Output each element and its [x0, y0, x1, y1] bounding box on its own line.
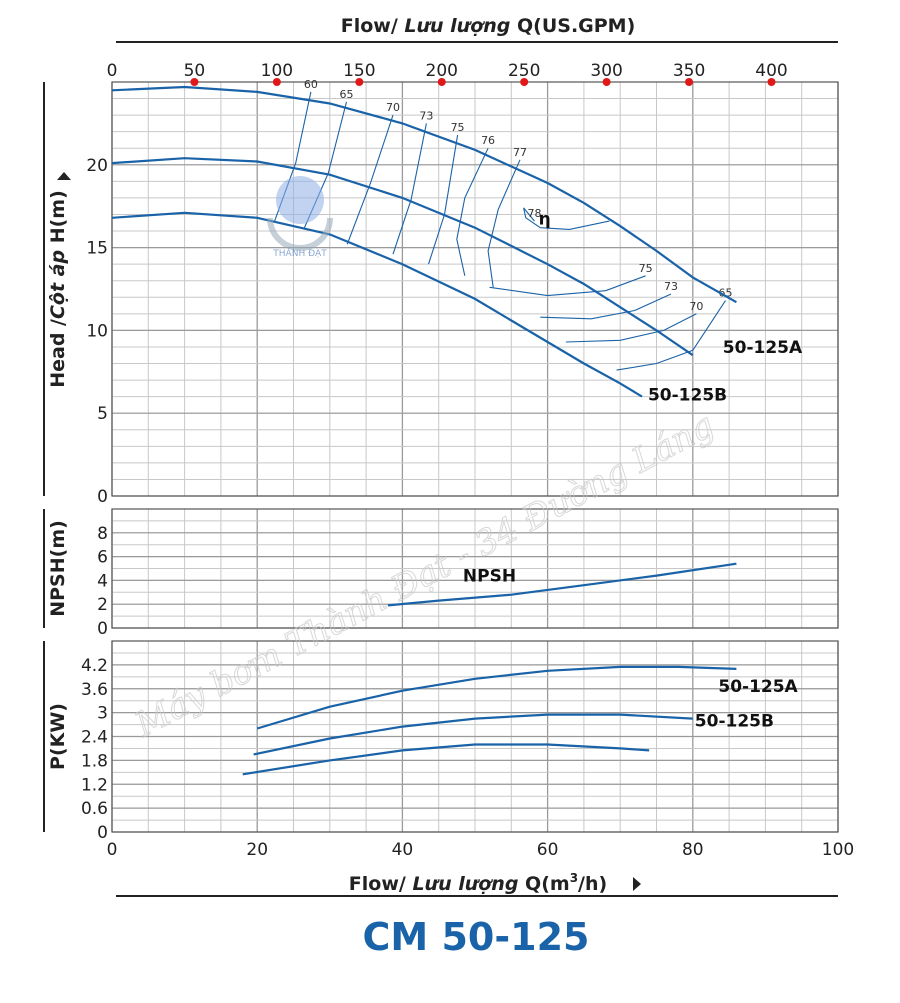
x-tick-label: 60 — [537, 840, 559, 860]
series-line — [242, 743, 650, 776]
logo-text: THÀNH ĐẠT — [272, 247, 327, 259]
y-tick-label: 2.4 — [81, 728, 108, 748]
y-tick-label: 5 — [97, 404, 108, 424]
arrow-right-icon — [633, 877, 641, 891]
eta-label: η — [539, 209, 551, 229]
y-tick-label: 0 — [97, 823, 108, 843]
efficiency-contour — [392, 123, 427, 255]
panel-head: 0 5 10 15 20 Head /Cột áp H(m) 0 50 100 150 200 250… — [43, 61, 839, 507]
series-label: 50-125A — [723, 338, 803, 358]
efficiency-label: 78 — [528, 207, 542, 220]
y-tick-label: 0 — [97, 487, 108, 507]
series-line — [111, 85, 737, 304]
y-tick-label: 4.2 — [81, 656, 108, 676]
series-label: NPSH — [463, 567, 516, 587]
logo: THÀNH ĐẠT — [267, 176, 333, 259]
efficiency-label: 75 — [639, 262, 653, 275]
x-tick-label: 100 — [822, 840, 854, 860]
series-label: 50-125B — [695, 712, 774, 732]
y-tick-label: 3 — [97, 704, 108, 724]
top-tick-label: 200 — [426, 61, 458, 81]
y-tick-label: 4 — [97, 571, 108, 591]
y-tick-label: 8 — [97, 524, 108, 544]
x-tick-label: 0 — [107, 840, 118, 860]
panel-frame — [111, 508, 839, 629]
watermark-text: Máy bơm Thành Đạt - 34 Đường Láng — [128, 405, 721, 746]
efficiency-contour — [489, 275, 646, 297]
top-tick-label: 100 — [261, 61, 293, 81]
efficiency-contour — [523, 207, 610, 230]
efficiency-contour — [346, 114, 394, 245]
efficiency-contour — [616, 300, 726, 371]
y-tick-label: 6 — [97, 548, 108, 568]
efficiency-contour — [540, 293, 672, 320]
efficiency-label: 65 — [718, 287, 732, 300]
top-tick-marker — [355, 78, 364, 86]
x-tick-label: 20 — [246, 840, 268, 860]
top-tick-label: 0 — [107, 61, 118, 81]
logo-drop-icon — [276, 176, 324, 224]
efficiency-label: 76 — [481, 134, 495, 147]
efficiency-label: 60 — [304, 78, 318, 91]
efficiency-label: 73 — [419, 109, 433, 122]
top-tick-label: 150 — [343, 61, 375, 81]
y-tick-label: 1.8 — [81, 751, 108, 771]
series-label: 50-125B — [648, 386, 727, 406]
efficiency-label: 65 — [339, 88, 353, 101]
top-tick-marker — [272, 78, 281, 86]
panel-frame — [111, 81, 839, 497]
efficiency-label: 73 — [664, 280, 678, 293]
y-tick-label: 1.2 — [81, 775, 108, 795]
watermark: Máy bơm Thành Đạt - 34 Đường Láng — [127, 405, 721, 747]
top-tick-marker — [520, 78, 529, 86]
efficiency-contour — [565, 313, 697, 343]
efficiency-contour — [456, 147, 489, 276]
logo-gear-icon — [267, 217, 333, 251]
series-line — [387, 562, 737, 607]
efficiency-label: 70 — [386, 101, 400, 114]
panel-npsh: 0 2 4 6 8 NPSH(m) NPSH — [43, 508, 839, 639]
series-line — [256, 665, 737, 730]
top-tick-marker — [767, 78, 776, 86]
x-tick-label: 40 — [392, 840, 414, 860]
efficiency-label: 70 — [689, 300, 703, 313]
series-line — [111, 157, 694, 357]
panel-power: 0 0.6 1.2 1.8 2.4 3 3.6 4.2 P(KW) 0 20 40 60 80 100 50-… — [43, 640, 854, 860]
y-tick-label: 3.6 — [81, 680, 108, 700]
top-tick-marker — [685, 78, 694, 86]
x-tick-label: 80 — [682, 840, 704, 860]
top-tick-label: 250 — [508, 61, 540, 81]
top-tick-label: 400 — [755, 61, 787, 81]
top-tick-label: 350 — [673, 61, 705, 81]
y-tick-label: 0.6 — [81, 799, 108, 819]
y-tick-label: 20 — [86, 156, 108, 176]
series-line — [253, 713, 693, 756]
bottom-axis-title: Flow/ Lưu lượng Q(m3/h) — [349, 871, 607, 895]
series-label: 50-125A — [718, 677, 798, 697]
top-tick-marker — [437, 78, 446, 86]
top-tick-label: 50 — [184, 61, 206, 81]
efficiency-contour — [427, 134, 459, 265]
y-tick-label: 10 — [86, 321, 108, 341]
panel-frame — [111, 640, 839, 833]
y-axis-title: P(KW) — [47, 703, 69, 770]
efficiency-label: 75 — [451, 121, 465, 134]
series-line — [111, 211, 643, 398]
y-tick-label: 2 — [97, 595, 108, 615]
top-tick-label: 300 — [590, 61, 622, 81]
y-tick-label: 0 — [97, 619, 108, 639]
efficiency-contour — [487, 159, 521, 288]
top-tick-marker — [602, 78, 611, 86]
top-axis-title: Flow/ Lưu lượng Q(US.GPM) — [341, 15, 636, 37]
arrow-up-icon — [57, 172, 71, 180]
y-axis-title: NPSH(m) — [47, 520, 69, 617]
model-title: CM 50-125 — [363, 915, 590, 959]
efficiency-label: 77 — [513, 146, 527, 159]
y-tick-label: 15 — [86, 239, 108, 259]
y-axis-title: Head /Cột áp H(m) — [47, 190, 69, 388]
top-tick-marker — [190, 78, 199, 86]
